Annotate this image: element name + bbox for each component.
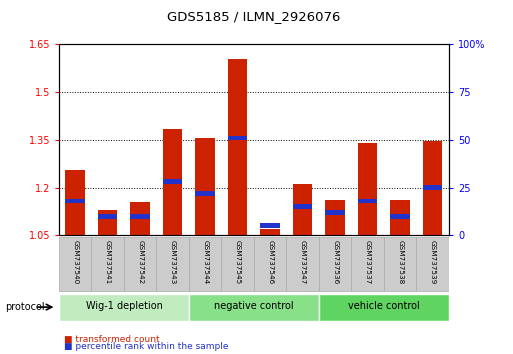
Bar — [189, 293, 319, 321]
Bar — [66, 199, 85, 204]
Text: GDS5185 / ILMN_2926076: GDS5185 / ILMN_2926076 — [167, 10, 341, 23]
Bar — [286, 236, 319, 291]
Text: GSM737536: GSM737536 — [332, 240, 338, 285]
Bar — [423, 142, 442, 235]
Bar — [351, 236, 384, 291]
Text: GSM737544: GSM737544 — [202, 240, 208, 285]
Bar — [156, 236, 189, 291]
Text: GSM737546: GSM737546 — [267, 240, 273, 285]
Bar — [358, 143, 378, 235]
Bar — [130, 214, 150, 219]
Bar — [189, 236, 222, 291]
Bar — [384, 236, 417, 291]
Bar — [163, 179, 183, 184]
Text: GSM737547: GSM737547 — [300, 240, 306, 285]
Text: GSM737541: GSM737541 — [105, 240, 111, 285]
Bar — [417, 236, 449, 291]
Bar — [325, 210, 345, 215]
Bar — [358, 199, 378, 204]
Text: vehicle control: vehicle control — [348, 302, 420, 312]
Bar — [66, 170, 85, 235]
Bar — [59, 236, 91, 291]
Bar — [293, 204, 312, 209]
Bar — [228, 136, 247, 140]
Bar — [319, 293, 449, 321]
Text: GSM737542: GSM737542 — [137, 240, 143, 285]
Bar — [163, 129, 183, 235]
Bar — [98, 214, 117, 219]
Text: ■ percentile rank within the sample: ■ percentile rank within the sample — [64, 342, 229, 352]
Bar — [98, 210, 117, 235]
Bar — [124, 236, 156, 291]
Bar — [59, 293, 189, 321]
Bar — [261, 223, 280, 228]
Bar — [319, 236, 351, 291]
Text: ■ transformed count: ■ transformed count — [64, 335, 160, 344]
Bar — [195, 138, 215, 235]
Text: GSM737538: GSM737538 — [397, 240, 403, 285]
Text: GSM737539: GSM737539 — [429, 240, 436, 285]
Text: GSM737540: GSM737540 — [72, 240, 78, 285]
Bar — [390, 200, 410, 235]
Bar — [254, 236, 286, 291]
Bar — [390, 214, 410, 219]
Bar — [228, 59, 247, 235]
Bar — [423, 185, 442, 190]
Text: GSM737543: GSM737543 — [170, 240, 176, 285]
Bar — [195, 191, 215, 196]
Text: negative control: negative control — [214, 302, 294, 312]
Bar — [222, 236, 254, 291]
Bar — [130, 202, 150, 235]
Text: protocol: protocol — [5, 302, 45, 312]
Bar — [261, 229, 280, 235]
Bar — [91, 236, 124, 291]
Bar — [293, 184, 312, 235]
Text: GSM737545: GSM737545 — [234, 240, 241, 285]
Text: GSM737537: GSM737537 — [365, 240, 371, 285]
Bar — [325, 200, 345, 235]
Text: Wig-1 depletion: Wig-1 depletion — [86, 302, 163, 312]
